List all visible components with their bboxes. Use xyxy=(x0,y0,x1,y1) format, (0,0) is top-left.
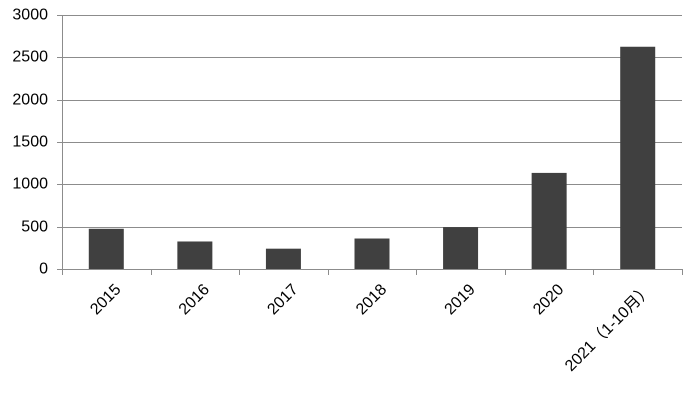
y-tick-label: 1000 xyxy=(12,176,48,193)
bar xyxy=(354,238,390,269)
axes xyxy=(57,15,683,275)
gridlines xyxy=(62,15,682,228)
bar xyxy=(265,248,301,269)
bar xyxy=(531,172,567,269)
bar xyxy=(177,241,213,269)
y-tick-label: 3000 xyxy=(12,7,48,24)
x-tick-label: 2018 xyxy=(353,281,390,318)
x-tick-label: 2021（1-10月） xyxy=(561,280,655,374)
y-tick-label: 1500 xyxy=(12,134,48,151)
y-tick-label: 500 xyxy=(21,219,48,236)
x-tick-label: 2015 xyxy=(87,281,124,318)
x-tick-label: 2016 xyxy=(176,281,213,318)
x-tick-label: 2019 xyxy=(442,281,479,318)
y-tick-label: 2500 xyxy=(12,49,48,66)
y-tick-label: 2000 xyxy=(12,92,48,109)
y-tick-label: 0 xyxy=(39,261,48,278)
bar xyxy=(88,228,124,269)
x-tick-label: 2017 xyxy=(264,281,301,318)
y-axis-tick-labels: 0 500 1000 1500 2000 2500 3000 xyxy=(12,7,48,278)
bars xyxy=(88,46,656,269)
bar xyxy=(620,46,656,269)
bar xyxy=(443,227,479,269)
x-tick-label: 2020 xyxy=(530,281,567,318)
